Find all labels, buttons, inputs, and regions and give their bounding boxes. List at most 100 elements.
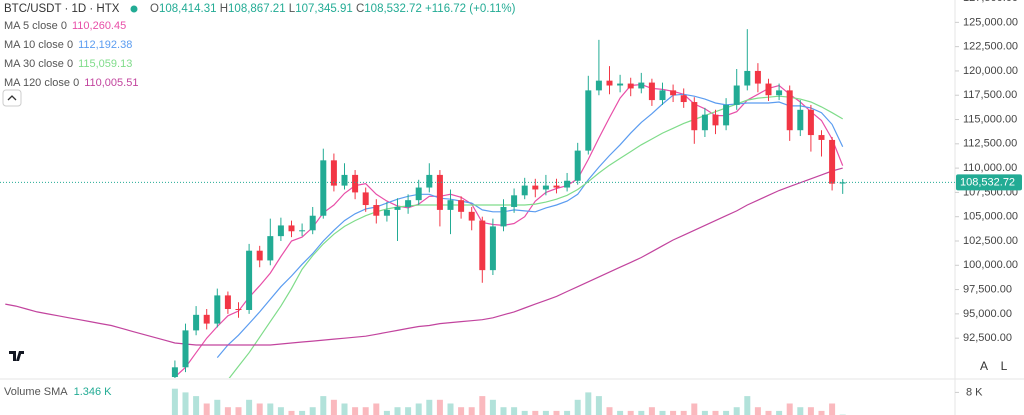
candle-body <box>839 182 846 184</box>
candle-body <box>415 187 422 201</box>
y-tick-label: 100,000.00 <box>963 259 1018 271</box>
candle-body <box>352 174 359 193</box>
volume-bar <box>595 396 602 415</box>
legend-entry: MA 30 close 0 115,059.13 <box>4 58 132 70</box>
volume-bar <box>818 410 825 415</box>
volume-bar <box>638 410 645 415</box>
logo-glyph <box>9 351 24 361</box>
last-price-box <box>956 174 1022 191</box>
close-value: 108,532.72 <box>364 3 422 15</box>
volume-bar <box>373 403 380 415</box>
volume-bar <box>606 407 613 415</box>
candle-body <box>489 226 496 271</box>
volume-bar <box>765 410 772 415</box>
volume-name: Volume SMA <box>4 386 68 398</box>
volume-bar <box>224 407 231 415</box>
candle-body <box>564 180 571 188</box>
volume-bar <box>405 407 412 415</box>
candle-body <box>256 250 263 261</box>
volume-bar <box>394 407 401 415</box>
candle-body <box>638 82 645 89</box>
y-tick-label: 125,000.00 <box>963 16 1018 28</box>
y-tick-label: 117,500.00 <box>963 89 1017 101</box>
y-tick-label: 115,000.00 <box>963 113 1017 125</box>
candle-body <box>595 80 602 91</box>
candle-body <box>606 80 613 86</box>
candle-body <box>436 174 443 210</box>
volume-bar <box>458 407 465 415</box>
y-tick-label: 95,000.00 <box>963 308 1012 320</box>
volume-bar <box>479 396 486 415</box>
candle-body <box>776 90 783 96</box>
button-frame[interactable] <box>2 89 22 107</box>
volume-bar <box>733 407 740 415</box>
scale-button[interactable]: A <box>980 359 988 373</box>
volume-bar <box>352 407 359 415</box>
volume-bar <box>574 399 581 415</box>
candle-body <box>373 205 380 216</box>
volume-bar <box>564 410 571 415</box>
volume-bar <box>617 410 624 415</box>
candle-body <box>193 314 200 331</box>
candle-body <box>617 83 624 86</box>
volume-bar <box>776 410 783 415</box>
candle-body <box>341 174 348 186</box>
tv-logo <box>4 343 32 369</box>
overlay: BTC/USDT · 1D · HTX O108,414.31 H108,867… <box>2 3 1022 398</box>
high-label: H <box>220 3 228 15</box>
status-dot <box>130 5 138 13</box>
volume-bar <box>659 410 666 415</box>
volume-bar <box>436 399 443 415</box>
ma-line <box>5 167 843 346</box>
candle-body <box>659 90 666 101</box>
candle-body <box>224 295 231 310</box>
ohlc-header: O108,414.31 H108,867.21 L107,345.91 C108… <box>150 3 516 15</box>
volume-bar <box>670 410 677 415</box>
volume-bar <box>288 410 295 415</box>
legend-entry: MA 10 close 0 112,192.38 <box>4 39 132 51</box>
volume-bar <box>299 410 306 415</box>
y-tick-label: 112,500.00 <box>963 138 1017 150</box>
change-value: +116.72 (+0.11%) <box>425 3 516 15</box>
candle-body <box>574 150 581 181</box>
legend-entry: MA 120 close 0 110,005.51 <box>4 77 138 89</box>
candle-body <box>553 185 560 188</box>
volume-bar <box>309 407 316 415</box>
low-value: 107,345.91 <box>295 3 353 15</box>
candle-body <box>362 192 369 206</box>
volume-bar <box>447 403 454 415</box>
candle-body <box>330 160 337 186</box>
y-tick-label: 97,500.00 <box>963 283 1012 295</box>
scale-button[interactable]: L <box>1001 359 1008 373</box>
candle-body <box>733 85 740 105</box>
candle-body <box>701 114 708 131</box>
candle-body <box>320 160 327 216</box>
volume-bar <box>797 407 804 415</box>
volume-bar <box>807 407 814 415</box>
candle-body <box>648 82 655 101</box>
legend-name: MA 120 close 0 <box>4 77 79 89</box>
volume-bar <box>246 399 253 415</box>
volume-bar <box>489 399 496 415</box>
candle-body <box>744 70 751 86</box>
legend-value: 115,059.13 <box>78 58 132 70</box>
volume-bar <box>521 410 528 415</box>
volume-bar <box>585 392 592 415</box>
volume-bar <box>171 388 178 415</box>
candle-body <box>807 109 814 136</box>
volume-pane <box>171 388 846 415</box>
candle-body <box>829 139 836 184</box>
volume-bar <box>648 407 655 415</box>
candle-body <box>627 83 634 89</box>
ma-line <box>174 83 844 378</box>
volume-bar <box>193 396 200 415</box>
y-tick-label: 127,500.00 <box>963 0 1018 4</box>
legend-entry: MA 5 close 0 110,260.45 <box>4 20 126 32</box>
volume-bar <box>723 410 730 415</box>
volume-tick-label: 8 K <box>966 386 983 398</box>
volume-bar <box>277 407 284 415</box>
candle-body <box>383 209 390 216</box>
candle-body <box>235 309 242 311</box>
y-tick-label: 122,500.00 <box>963 41 1018 53</box>
collapse-button[interactable] <box>2 89 22 107</box>
